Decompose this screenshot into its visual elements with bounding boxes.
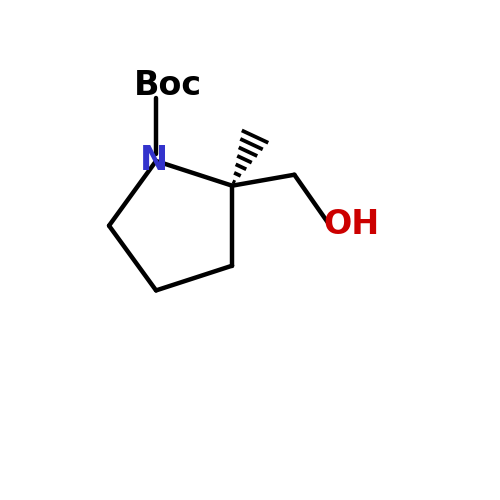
Text: N: N <box>140 144 168 178</box>
Text: Boc: Boc <box>134 69 202 102</box>
Text: OH: OH <box>323 208 380 242</box>
